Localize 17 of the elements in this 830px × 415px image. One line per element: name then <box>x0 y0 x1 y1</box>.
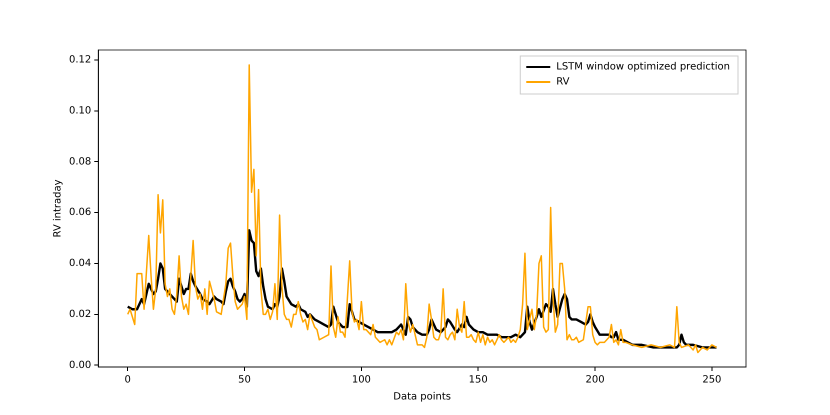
x-tick-label: 250 <box>702 374 722 386</box>
y-tick-label: 0.04 <box>69 258 92 270</box>
x-tick-label: 100 <box>352 374 371 386</box>
y-tick-label: 0.02 <box>69 308 92 320</box>
x-tick-label: 0 <box>124 374 131 386</box>
legend-label: LSTM window optimized prediction <box>556 62 730 73</box>
x-tick-label: 150 <box>468 374 488 386</box>
y-tick-label: 0.00 <box>69 360 92 371</box>
y-tick-label: 0.08 <box>69 156 92 168</box>
x-tick-label: 50 <box>238 374 251 386</box>
y-tick-label: 0.10 <box>69 105 92 116</box>
y-tick-label: 0.06 <box>69 207 92 218</box>
x-tick-label: 200 <box>586 374 605 386</box>
y-axis-title: RV intraday <box>52 179 64 238</box>
legend-label: RV <box>556 76 570 88</box>
y-tick-label: 0.12 <box>69 54 92 66</box>
x-axis-title: Data points <box>393 392 452 403</box>
